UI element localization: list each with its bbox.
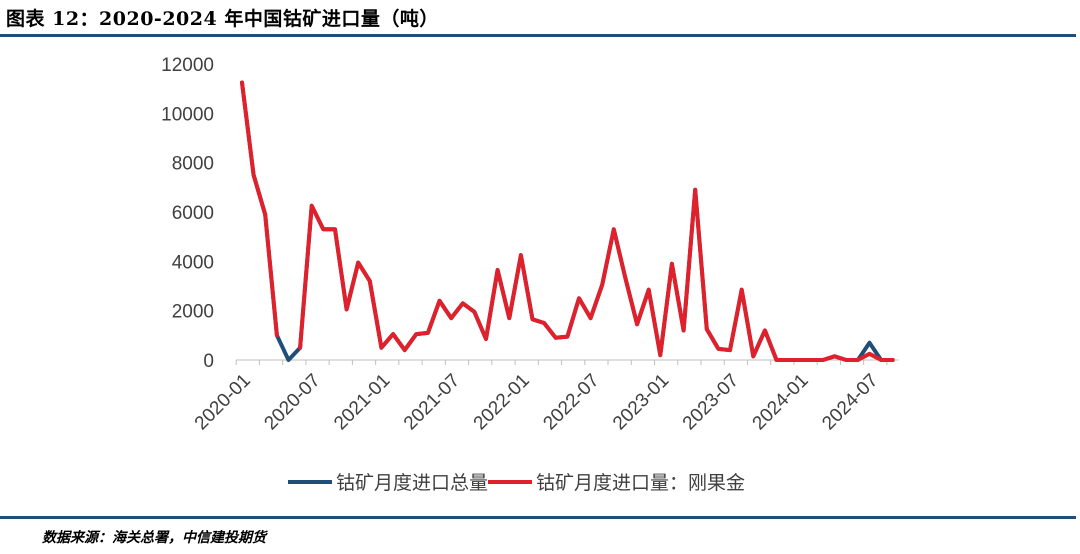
series-layer bbox=[240, 80, 895, 362]
x-tick-label: 2022-01 bbox=[470, 370, 534, 434]
series-line-2 bbox=[240, 80, 895, 362]
x-axis: 2020-01 2020-07 2021-01 2021-07 2022-01 2022-… bbox=[191, 359, 899, 434]
title-divider bbox=[0, 34, 1076, 37]
series-line-1 bbox=[240, 80, 895, 362]
legend-label: 钴矿月度进口量：刚果金 bbox=[536, 472, 745, 494]
y-tick-label: 6000 bbox=[172, 203, 214, 224]
x-tick-label: 2023-07 bbox=[679, 370, 743, 434]
x-tick-label: 2024-07 bbox=[818, 370, 882, 434]
y-tick-label: 12000 bbox=[161, 55, 214, 76]
y-tick-label: 8000 bbox=[172, 154, 214, 175]
source-divider bbox=[0, 516, 1076, 519]
y-tick-label: 2000 bbox=[172, 302, 214, 323]
y-tick-label: 4000 bbox=[172, 252, 214, 273]
legend: 钴矿月度进口总量 钴矿月度进口量：刚果金 bbox=[288, 472, 745, 494]
line-chart: 0 2000 4000 6000 8000 10000 12000 2020-01 2020-… bbox=[161, 55, 899, 494]
x-tick-label: 2024-01 bbox=[749, 370, 813, 434]
x-tick-label: 2022-07 bbox=[539, 370, 603, 434]
x-tick-label: 2023-01 bbox=[609, 370, 673, 434]
x-tick-label: 2021-01 bbox=[330, 370, 394, 434]
legend-label: 钴矿月度进口总量 bbox=[336, 472, 488, 494]
y-tick-label: 10000 bbox=[161, 104, 214, 125]
y-axis: 0 2000 4000 6000 8000 10000 12000 bbox=[161, 55, 214, 372]
chart-title: 图表 12：2020-2024 年中国钴矿进口量（吨） bbox=[6, 8, 439, 30]
x-tick-label: 2020-01 bbox=[191, 370, 255, 434]
source-note: 数据来源：海关总署，中信建投期货 bbox=[42, 530, 266, 546]
x-tick-label: 2020-07 bbox=[261, 370, 325, 434]
x-tick-label: 2021-07 bbox=[400, 370, 464, 434]
y-tick-label: 0 bbox=[203, 351, 214, 372]
